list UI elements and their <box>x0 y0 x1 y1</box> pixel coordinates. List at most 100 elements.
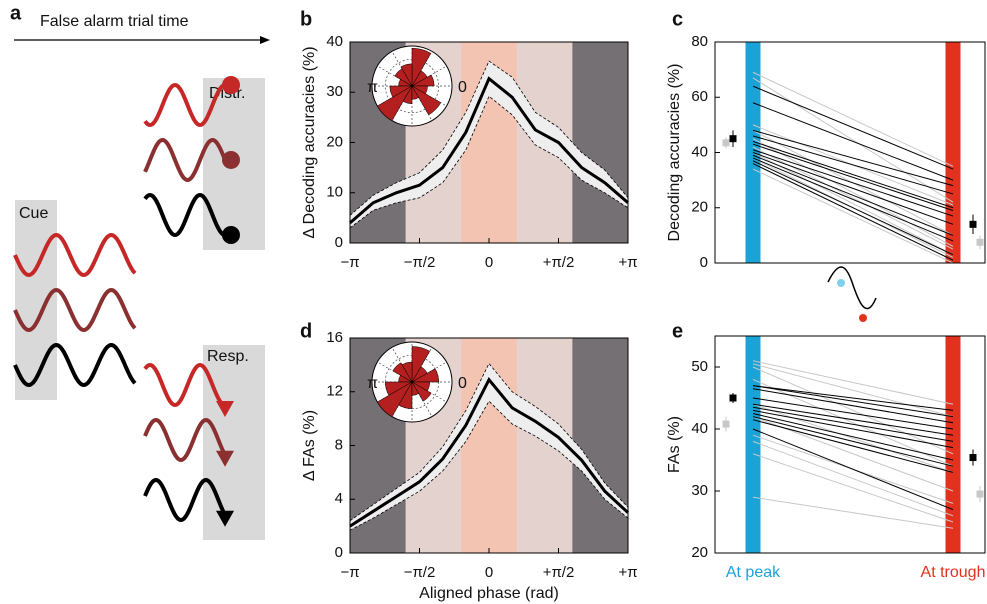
subject-line <box>752 406 954 442</box>
rose-wedge <box>402 85 413 105</box>
subject-line <box>752 409 954 449</box>
subject-line <box>752 85 954 170</box>
mean-marker <box>969 220 977 228</box>
y-tick-label: 0 <box>335 544 343 561</box>
subject-line <box>752 77 954 203</box>
y-tick-label: 80 <box>691 33 708 50</box>
subject-line <box>752 385 954 411</box>
arrow-head <box>260 36 270 44</box>
rose-wedge <box>411 381 432 402</box>
y-tick-label: 8 <box>335 436 343 453</box>
subject-line <box>752 129 954 187</box>
rose-wedge <box>411 85 428 95</box>
mean-marker <box>976 238 984 246</box>
subject-line <box>752 413 954 461</box>
wave <box>143 477 227 523</box>
mean-marker <box>722 420 730 428</box>
subject-line <box>752 154 954 236</box>
subject-line <box>752 140 954 209</box>
y-tick-label: 40 <box>691 143 708 160</box>
error-bound <box>349 60 629 216</box>
rose-wedge <box>411 74 435 87</box>
rose-wedge <box>411 381 431 392</box>
wave <box>143 192 226 238</box>
distractor-dot <box>222 225 240 244</box>
x-tick-label: +π/2 <box>543 254 575 271</box>
panel-letter: a <box>10 2 22 24</box>
response-label: Resp. <box>207 348 249 365</box>
rose-label: 0 <box>458 375 467 392</box>
subject-line <box>752 152 954 256</box>
x-tick-label: 0 <box>485 564 493 581</box>
y-axis-label: Δ Decoding accuracies (%) <box>301 46 318 238</box>
y-tick-label: 40 <box>691 420 708 437</box>
subject-line <box>752 397 954 430</box>
x-tick-label: +π/2 <box>543 564 575 581</box>
rose-wedge <box>394 68 413 87</box>
x-tick-label: 0 <box>485 254 493 271</box>
mean-marker <box>976 490 984 498</box>
phase-bar <box>945 42 961 263</box>
wave <box>143 417 227 463</box>
subject-line <box>752 157 954 242</box>
y-axis-label: Decoding accuracies (%) <box>666 64 683 242</box>
rose-wedge <box>392 362 413 383</box>
x-tick-label: +π <box>618 254 637 271</box>
subject-line <box>752 168 954 264</box>
subject-line <box>752 388 954 424</box>
rose-wedge <box>400 63 413 87</box>
subject-line <box>752 160 954 256</box>
subject-line <box>752 496 954 529</box>
panel-letter: c <box>672 8 683 30</box>
phase-band <box>572 338 629 553</box>
error-bound <box>349 362 629 522</box>
x-axis-label: Aligned phase (rad) <box>419 585 559 602</box>
mean-marker <box>729 135 737 143</box>
y-tick-label: 12 <box>326 383 343 400</box>
y-tick-label: 4 <box>335 490 343 507</box>
response-arrow <box>216 510 234 527</box>
mean-line <box>349 376 630 528</box>
x-tick-label: −π/2 <box>404 564 436 581</box>
subject-line <box>752 385 954 418</box>
rose-wedge <box>411 47 432 87</box>
distractor-dot <box>222 76 240 95</box>
y-tick-label: 40 <box>326 33 343 50</box>
y-tick-label: 20 <box>691 544 708 561</box>
subject-line <box>752 378 954 467</box>
y-tick-label: 30 <box>691 482 708 499</box>
x-tick-label: −π <box>340 564 359 581</box>
frame <box>714 335 986 554</box>
subject-line <box>752 366 954 455</box>
wave <box>143 82 226 128</box>
subject-line <box>752 428 954 511</box>
subject-line <box>752 453 954 523</box>
y-tick-label: 20 <box>326 133 343 150</box>
panel-letter: e <box>672 320 683 342</box>
y-tick-label: 16 <box>326 329 343 346</box>
subject-line <box>752 360 954 405</box>
category-label: At peak <box>726 564 781 581</box>
y-tick-label: 50 <box>691 358 708 375</box>
wave <box>13 287 137 333</box>
y-tick-label: 20 <box>691 199 708 216</box>
subject-line <box>752 102 954 181</box>
rose-wedge <box>411 346 431 383</box>
x-tick-label: −π <box>340 254 359 271</box>
rose-label: 0 <box>458 79 467 96</box>
subject-line <box>752 143 954 211</box>
subject-line <box>752 403 954 436</box>
rose-wedge <box>377 381 413 417</box>
phase-band <box>572 42 629 243</box>
response-arrow <box>216 450 234 467</box>
wave <box>13 342 137 388</box>
subject-line <box>752 416 954 467</box>
rose-wedge <box>398 381 413 409</box>
rose-wedge <box>411 368 439 383</box>
subject-line <box>752 152 954 225</box>
rose-wedge <box>377 85 413 121</box>
mean-marker <box>722 139 730 147</box>
y-tick-label: 0 <box>700 254 708 271</box>
subject-line <box>752 149 954 217</box>
